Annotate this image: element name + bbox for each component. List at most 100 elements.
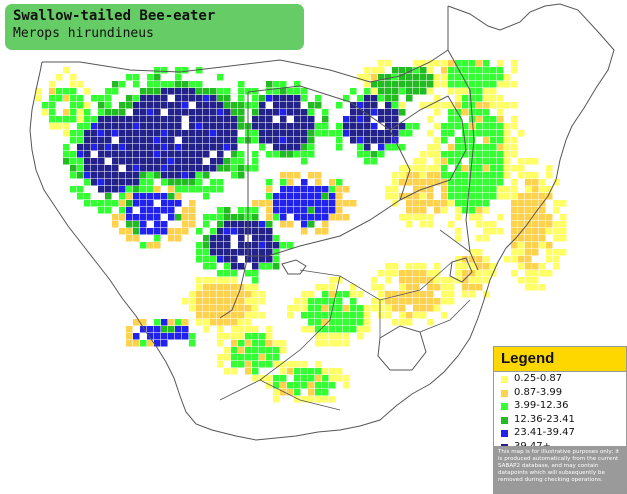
occurrence-cell: [147, 207, 154, 214]
occurrence-cell: [483, 235, 490, 242]
occurrence-cell: [385, 298, 392, 305]
occurrence-cell: [560, 200, 567, 207]
occurrence-cell: [203, 130, 210, 137]
occurrence-cell: [252, 221, 259, 228]
occurrence-cell: [91, 95, 98, 102]
occurrence-cell: [539, 242, 546, 249]
occurrence-cell: [392, 179, 399, 186]
occurrence-cell: [385, 270, 392, 277]
occurrence-cell: [427, 193, 434, 200]
occurrence-cell: [322, 312, 329, 319]
occurrence-cell: [329, 130, 336, 137]
occurrence-cell: [168, 130, 175, 137]
occurrence-cell: [224, 312, 231, 319]
legend-swatch: [501, 389, 508, 397]
occurrence-cell: [301, 200, 308, 207]
occurrence-cell: [182, 88, 189, 95]
occurrence-cell: [427, 81, 434, 88]
occurrence-cell: [217, 158, 224, 165]
occurrence-cell: [532, 284, 539, 291]
occurrence-cell: [154, 109, 161, 116]
occurrence-cell: [448, 221, 455, 228]
occurrence-cell: [105, 186, 112, 193]
occurrence-cell: [462, 165, 469, 172]
occurrence-cell: [273, 249, 280, 256]
occurrence-cell: [462, 179, 469, 186]
occurrence-cell: [224, 256, 231, 263]
occurrence-cell: [532, 228, 539, 235]
occurrence-cell: [364, 305, 371, 312]
occurrence-cell: [224, 102, 231, 109]
occurrence-cell: [301, 361, 308, 368]
occurrence-cell: [56, 74, 63, 81]
occurrence-cell: [434, 123, 441, 130]
occurrence-cell: [70, 116, 77, 123]
occurrence-cell: [175, 200, 182, 207]
occurrence-cell: [154, 116, 161, 123]
occurrence-cell: [413, 270, 420, 277]
occurrence-cell: [182, 207, 189, 214]
occurrence-cell: [98, 116, 105, 123]
occurrence-cell: [98, 144, 105, 151]
occurrence-cell: [182, 151, 189, 158]
occurrence-cell: [469, 88, 476, 95]
occurrence-cell: [49, 88, 56, 95]
occurrence-cell: [539, 235, 546, 242]
occurrence-cell: [91, 200, 98, 207]
occurrence-cell: [462, 291, 469, 298]
occurrence-cell: [119, 172, 126, 179]
occurrence-cell: [448, 200, 455, 207]
occurrence-cell: [154, 319, 161, 326]
occurrence-cell: [252, 116, 259, 123]
occurrence-cell: [98, 109, 105, 116]
occurrence-cell: [147, 326, 154, 333]
occurrence-cell: [231, 263, 238, 270]
occurrence-cell: [259, 242, 266, 249]
occurrence-cell: [308, 368, 315, 375]
occurrence-cell: [518, 172, 525, 179]
occurrence-cell: [308, 200, 315, 207]
occurrence-cell: [518, 214, 525, 221]
occurrence-cell: [308, 130, 315, 137]
occurrence-cell: [301, 95, 308, 102]
occurrence-cell: [406, 277, 413, 284]
occurrence-cell: [490, 95, 497, 102]
occurrence-cell: [462, 207, 469, 214]
occurrence-cell: [525, 200, 532, 207]
occurrence-cell: [203, 151, 210, 158]
legend-label: 0.87-3.99: [514, 386, 563, 398]
occurrence-cell: [539, 228, 546, 235]
occurrence-cell: [196, 305, 203, 312]
occurrence-cell: [175, 319, 182, 326]
occurrence-cell: [441, 102, 448, 109]
occurrence-cell: [553, 263, 560, 270]
occurrence-cell: [126, 235, 133, 242]
occurrence-cell: [245, 361, 252, 368]
occurrence-cell: [511, 249, 518, 256]
occurrence-cell: [378, 291, 385, 298]
occurrence-cell: [315, 305, 322, 312]
occurrence-cell: [266, 214, 273, 221]
occurrence-cell: [273, 396, 280, 403]
occurrence-cell: [476, 277, 483, 284]
occurrence-cell: [350, 291, 357, 298]
occurrence-cell: [525, 242, 532, 249]
occurrence-cell: [238, 333, 245, 340]
occurrence-cell: [119, 144, 126, 151]
occurrence-cell: [287, 361, 294, 368]
occurrence-cell: [217, 249, 224, 256]
occurrence-cell: [301, 130, 308, 137]
occurrence-cell: [203, 95, 210, 102]
occurrence-cell: [266, 326, 273, 333]
occurrence-cell: [238, 354, 245, 361]
occurrence-cell: [511, 151, 518, 158]
occurrence-cell: [175, 186, 182, 193]
occurrence-cell: [294, 207, 301, 214]
occurrence-cell: [399, 74, 406, 81]
occurrence-cell: [462, 284, 469, 291]
occurrence-cell: [532, 158, 539, 165]
occurrence-cell: [273, 81, 280, 88]
occurrence-cell: [133, 116, 140, 123]
occurrence-cell: [70, 151, 77, 158]
occurrence-cell: [70, 88, 77, 95]
